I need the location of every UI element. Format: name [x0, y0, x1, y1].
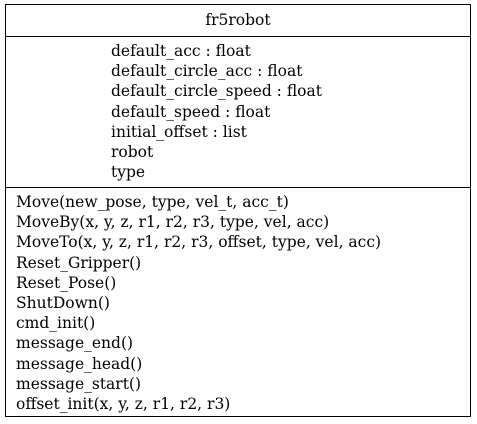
class-name: fr5robot: [205, 11, 271, 29]
method-row: MoveBy(x, y, z, r1, r2, r3, type, vel, a…: [16, 213, 330, 232]
attribute-row: robot: [111, 142, 154, 161]
method-row: message_end(): [16, 334, 134, 353]
attribute-row: type: [111, 163, 146, 182]
attributes-divider: [6, 187, 470, 188]
method-row: Reset_Gripper(): [16, 253, 142, 272]
method-row: Move(new_pose, type, vel_t, acc_t): [16, 193, 289, 211]
name-divider: [6, 36, 470, 37]
method-row: message_head(): [16, 354, 143, 373]
method-row: Reset_Pose(): [16, 273, 117, 292]
method-row: cmd_init(): [16, 314, 96, 333]
method-row: ShutDown(): [16, 293, 110, 312]
attribute-row: initial_offset : list: [111, 122, 247, 141]
attribute-row: default_acc : float: [111, 42, 251, 60]
uml-class-box: fr5robot default_acc : float default_cir…: [5, 4, 471, 417]
attribute-row: default_speed : float: [111, 102, 271, 121]
attribute-row: default_circle_acc : float: [111, 62, 303, 81]
method-row: MoveTo(x, y, z, r1, r2, r3, offset, type…: [16, 233, 382, 252]
methods-compartment: Move(new_pose, type, vel_t, acc_t) MoveB…: [16, 192, 468, 414]
attributes-compartment: default_acc : float default_circle_acc :…: [111, 41, 466, 182]
method-row: offset_init(x, y, z, r1, r2, r3): [16, 394, 231, 413]
attribute-row: default_circle_speed : float: [111, 82, 322, 101]
method-row: message_start(): [16, 374, 142, 393]
